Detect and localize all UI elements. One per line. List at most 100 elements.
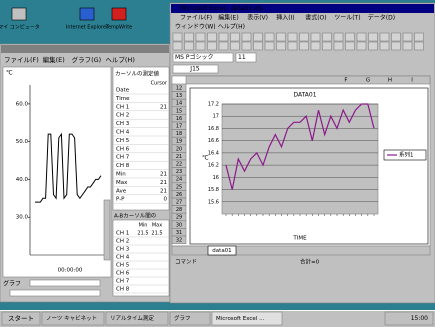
toolbar-button[interactable] <box>218 41 229 51</box>
menu-item[interactable]: 挿入(I) <box>276 14 294 22</box>
slider[interactable] <box>29 279 101 287</box>
desktop-icon-label[interactable]: TempWrite <box>105 25 133 31</box>
row-value: 21 <box>160 172 167 178</box>
menu-item[interactable]: データ(D) <box>368 14 395 22</box>
desktop-icon[interactable] <box>11 7 27 21</box>
toolbar-button[interactable] <box>333 41 344 51</box>
row-label: CH 1 <box>116 231 129 237</box>
row-header <box>171 235 187 244</box>
toolbar-button[interactable] <box>207 32 217 42</box>
row-number: 25 <box>176 184 182 190</box>
menu-item[interactable]: 書式(O) <box>305 14 326 22</box>
toolbar-button[interactable] <box>368 41 378 51</box>
taskbar-button[interactable] <box>211 311 283 326</box>
taskbar-button-label[interactable]: ノーツ キャビネット <box>46 314 97 322</box>
toolbar-button[interactable] <box>356 32 367 42</box>
row-label: CH 6 <box>116 271 130 277</box>
toolbar-button[interactable] <box>230 41 240 51</box>
row-number: 21 <box>176 154 182 160</box>
toolbar-button[interactable] <box>414 41 424 51</box>
slider[interactable] <box>9 289 101 297</box>
menu-item[interactable]: 表示(V) <box>247 14 268 22</box>
toolbar-button[interactable] <box>287 41 298 51</box>
scrollbar[interactable] <box>103 199 111 261</box>
menu-item[interactable]: ファイル(F) <box>180 15 212 22</box>
size-box[interactable] <box>235 52 257 63</box>
toolbar-button[interactable] <box>184 32 194 42</box>
toolbar-button[interactable] <box>276 32 286 42</box>
toolbar-button[interactable] <box>379 41 390 51</box>
taskbar-button-label[interactable]: グラフ <box>174 314 191 322</box>
toolbar-button[interactable] <box>207 41 217 51</box>
toolbar-button[interactable] <box>241 41 252 51</box>
menu-item[interactable]: ツール(T) <box>334 15 360 22</box>
taskbar-button-label[interactable]: リアルタイム測定 <box>110 314 154 322</box>
toolbar-button[interactable] <box>195 41 206 51</box>
row-value: 21.5 <box>151 231 162 237</box>
menu-item[interactable]: ウィンドウ(W) <box>175 23 216 31</box>
start-button[interactable] <box>1 311 41 326</box>
toolbar-button[interactable] <box>172 41 183 51</box>
toolbar-button[interactable] <box>345 32 355 42</box>
taskbar-button[interactable] <box>169 311 211 326</box>
toolbar-button[interactable] <box>310 32 321 42</box>
toolbar-button[interactable] <box>276 41 286 51</box>
menu-item[interactable]: グラフ(G) <box>72 55 102 64</box>
toolbar-button[interactable] <box>402 41 413 51</box>
toolbar-button[interactable] <box>391 41 401 51</box>
toolbar-button[interactable] <box>241 32 252 42</box>
desktop-icon-label[interactable]: マイ コンピュータ <box>0 24 40 31</box>
toolbar-button[interactable] <box>310 41 321 51</box>
toolbar-button[interactable] <box>368 32 378 42</box>
taskbar-button[interactable] <box>105 311 169 326</box>
toolbar-button[interactable] <box>299 41 309 51</box>
sheet-tab-label[interactable]: data01 <box>212 248 231 254</box>
menu-item[interactable]: 編集(E) <box>43 55 65 64</box>
desktop-icon[interactable] <box>111 7 127 21</box>
toolbar-button[interactable] <box>253 41 263 51</box>
row-label: CH 3 <box>116 121 130 127</box>
taskbar-button[interactable] <box>41 311 105 326</box>
window-title: Microsoft Excel - data01.xls <box>180 5 263 12</box>
row-value: 21 <box>160 180 167 186</box>
toolbar-button[interactable] <box>253 32 263 42</box>
toolbar-button[interactable] <box>218 32 229 42</box>
row-label: CH 2 <box>116 113 129 119</box>
start-label[interactable]: スタート <box>8 314 34 323</box>
toolbar-button[interactable] <box>287 32 298 42</box>
toolbar-button[interactable] <box>322 41 332 51</box>
menu-item[interactable]: ヘルプ(H) <box>105 56 134 64</box>
desktop-icon[interactable] <box>79 7 95 21</box>
toolbar-button[interactable] <box>402 32 413 42</box>
toolbar-button[interactable] <box>195 32 206 42</box>
toolbar-button[interactable] <box>172 32 183 42</box>
sheet-tab[interactable] <box>207 245 237 256</box>
graph-label: グラフ <box>3 280 21 288</box>
font-box[interactable] <box>172 52 234 63</box>
row-number: 14 <box>176 101 182 107</box>
toolbar-button[interactable] <box>322 32 332 42</box>
menu-item[interactable]: 編集(E) <box>218 14 238 22</box>
toolbar-button[interactable] <box>333 32 344 42</box>
toolbar-button[interactable] <box>345 41 355 51</box>
y-tick-label: 50.0 <box>16 139 29 145</box>
toolbar-button[interactable] <box>264 32 275 42</box>
toolbar-button[interactable] <box>356 41 367 51</box>
toolbar-button[interactable] <box>299 32 309 42</box>
name-box[interactable] <box>172 64 219 74</box>
toolbar-button[interactable] <box>184 41 194 51</box>
toolbar-button[interactable] <box>379 32 390 42</box>
desktop-icon-label[interactable]: Internet Explorer <box>66 25 109 31</box>
menu-item[interactable]: ファイル(F) <box>4 56 39 64</box>
row-value: 21 <box>160 104 167 110</box>
toolbar-button[interactable] <box>414 32 424 42</box>
toolbar-button[interactable] <box>230 32 240 42</box>
menu-item[interactable]: ヘルプ(H) <box>218 24 245 31</box>
toolbar-button[interactable] <box>264 41 275 51</box>
toolbar-button[interactable] <box>391 32 401 42</box>
row-number: 16 <box>176 116 182 122</box>
y-tick-label: 16.2 <box>208 163 219 169</box>
y-tick-label: 40.0 <box>16 177 29 183</box>
taskbar-button-label[interactable]: Microsoft Excel ... <box>216 316 265 322</box>
